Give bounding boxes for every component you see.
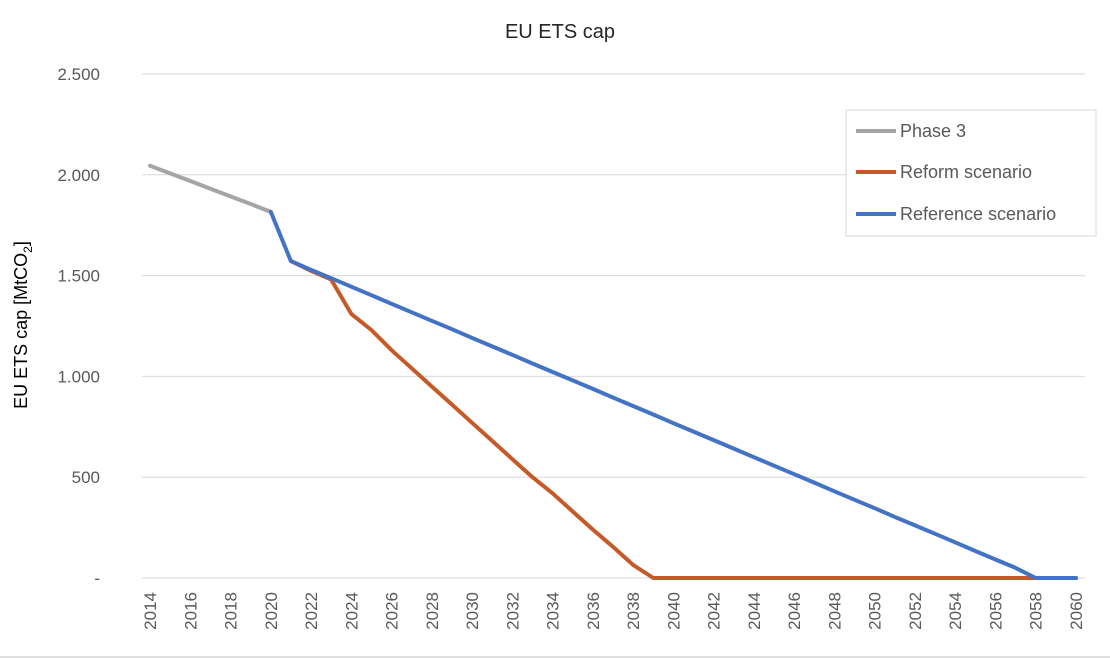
- x-tick-label: 2054: [946, 592, 965, 630]
- y-tick-label: 2.500: [57, 65, 100, 84]
- legend-label-reference-scenario: Reference scenario: [900, 204, 1056, 224]
- y-tick-label: 1.500: [57, 267, 100, 286]
- x-tick-label: 2028: [423, 592, 442, 630]
- y-tick-label: -: [94, 569, 100, 588]
- y-axis-ticks: - 500 1.000 1.500 2.000 2.500: [57, 65, 100, 588]
- x-tick-label: 2020: [262, 592, 281, 630]
- y-axis-label: EU ETS cap [MtCO2]: [11, 241, 35, 409]
- x-tick-label: 2052: [906, 592, 925, 630]
- x-tick-label: 2038: [624, 592, 643, 630]
- x-tick-label: 2048: [825, 592, 844, 630]
- series-line-phase-3: [148, 163, 273, 214]
- legend-label-reform-scenario: Reform scenario: [900, 162, 1032, 182]
- x-tick-label: 2016: [181, 592, 200, 630]
- x-tick-label: 2034: [544, 592, 563, 630]
- series-line-reference-scenario: [268, 209, 1078, 580]
- x-tick-label: 2044: [745, 592, 764, 630]
- x-tick-label: 2042: [705, 592, 724, 630]
- x-tick-label: 2018: [222, 592, 241, 630]
- y-tick-label: 500: [72, 468, 100, 487]
- y-axis-label-close: ]: [11, 241, 31, 246]
- x-tick-label: 2014: [141, 592, 160, 630]
- x-axis-ticks: 2014 2016 2018 2020 2022 2024 2026 2028 2030 2032…: [141, 592, 1086, 630]
- series-line-reform-scenario: [288, 259, 1078, 580]
- x-tick-label: 2026: [383, 592, 402, 630]
- x-tick-label: 2022: [302, 592, 321, 630]
- x-tick-label: 2056: [986, 592, 1005, 630]
- x-tick-label: 2060: [1067, 592, 1086, 630]
- legend-label-phase-3: Phase 3: [900, 121, 966, 141]
- y-axis-label-sub: 2: [21, 246, 35, 253]
- x-tick-label: 2046: [785, 592, 804, 630]
- x-tick-label: 2030: [463, 592, 482, 630]
- x-tick-label: 2024: [342, 592, 361, 630]
- y-tick-label: 2.000: [57, 166, 100, 185]
- x-tick-label: 2050: [866, 592, 885, 630]
- chart-title: EU ETS cap: [505, 21, 615, 43]
- x-tick-label: 2040: [664, 592, 683, 630]
- y-tick-label: 1.000: [57, 367, 100, 386]
- legend: Phase 3 Reform scenario Reference scenar…: [845, 109, 1097, 237]
- x-tick-label: 2058: [1027, 592, 1046, 630]
- y-axis-label-main: EU ETS cap [MtCO: [11, 253, 31, 409]
- series-lines: [148, 163, 1078, 580]
- x-tick-label: 2032: [503, 592, 522, 630]
- x-tick-label: 2036: [584, 592, 603, 630]
